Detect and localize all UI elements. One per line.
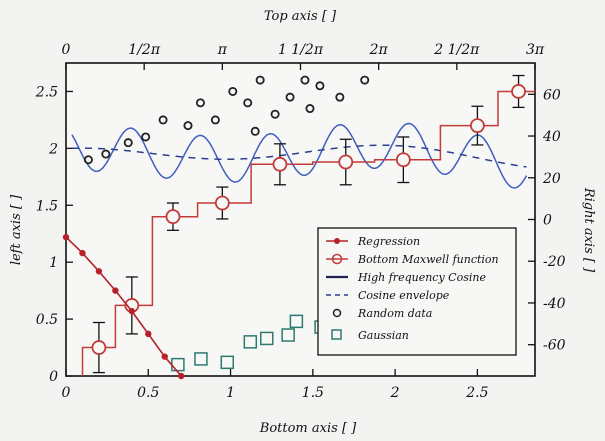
bottom-tick-label: 0.5	[137, 385, 159, 401]
maxwell-point	[165, 209, 181, 225]
random-data-point	[305, 104, 315, 114]
gaussian-point	[194, 352, 208, 366]
random-data-point	[250, 126, 260, 136]
legend-maxwell-label: Bottom Maxwell function	[357, 253, 499, 266]
gaussian-point	[220, 355, 235, 370]
left-tick-label: 2	[48, 141, 58, 157]
right-axis-title: Right axis [ ]	[581, 187, 596, 273]
random-data-point	[255, 75, 265, 85]
regression-point	[177, 372, 185, 380]
random-data-point	[300, 75, 310, 85]
right-tick-label: -60	[543, 338, 566, 354]
maxwell-point	[214, 195, 230, 211]
regression-point	[112, 287, 119, 294]
right-tick-label: 60	[543, 87, 561, 103]
high-frequency-cosine-line	[71, 122, 528, 189]
legend-box	[317, 227, 517, 356]
left-tick-label: 0	[49, 369, 58, 385]
bottom-tick-label: 2	[390, 385, 400, 401]
maxwell-point	[338, 154, 354, 170]
legend-regression-marker	[334, 238, 340, 244]
top-tick-label: 2 1/2π	[433, 42, 480, 58]
legend: Regression Bottom Maxwell function High …	[317, 227, 517, 356]
random-data-point	[141, 132, 151, 142]
random-data-point	[183, 121, 193, 131]
regression-point	[128, 307, 136, 315]
left-axis-title: left axis [ ]	[9, 194, 24, 265]
random-data-point	[123, 138, 133, 148]
random-data-point	[315, 81, 325, 91]
regression-point	[145, 330, 152, 338]
legend-gaussian-label: Gaussian	[358, 329, 409, 342]
random-data-point	[335, 92, 345, 102]
bottom-tick-label: 0	[62, 385, 71, 401]
top-tick-label: 3π	[526, 42, 545, 58]
gaussian-point	[260, 331, 274, 346]
top-tick-label: 1 1/2π	[278, 42, 324, 58]
random-data-point	[360, 75, 370, 85]
maxwell-point	[511, 84, 526, 99]
random-data-point	[285, 92, 295, 102]
right-tick-label: -20	[543, 254, 566, 270]
bottom-tick-label: 1.5	[302, 385, 324, 401]
legend-random-label: Random data	[357, 307, 432, 320]
top-tick-label: 1/2π	[128, 42, 161, 58]
gaussian-point	[281, 328, 295, 342]
left-tick-label: 1	[49, 255, 58, 271]
regression-point	[62, 233, 70, 241]
maxwell-point	[395, 152, 411, 168]
right-tick-label: 0	[543, 213, 552, 229]
legend-gaussian-marker	[331, 329, 342, 340]
cosine-envelope-line	[72, 144, 527, 168]
top-tick-label: 2π	[369, 42, 389, 58]
random-data-point	[228, 86, 238, 96]
random-data-point	[243, 98, 253, 108]
gaussian-point	[243, 335, 258, 349]
maxwell-point	[272, 156, 288, 172]
legend-random-marker	[332, 308, 342, 318]
bottom-tick-label: 2.5	[465, 385, 488, 401]
legend-envelope-label: Cosine envelope	[358, 289, 450, 302]
legend-maxwell-marker	[331, 253, 343, 265]
random-data-point	[158, 115, 168, 125]
random-data-point	[83, 155, 93, 165]
regression-point	[161, 353, 168, 360]
bottom-tick-label: 1	[226, 385, 235, 401]
random-data-point	[101, 149, 111, 159]
right-tick-label: 20	[542, 171, 561, 187]
maxwell-step-line	[81, 90, 535, 376]
right-tick-label: 40	[542, 129, 561, 145]
random-data-point	[195, 98, 205, 108]
maxwell-point	[470, 118, 485, 133]
top-axis-title: Top axis [ ]	[264, 9, 337, 24]
right-tick-label: -40	[543, 296, 566, 312]
top-tick-label: π	[217, 42, 228, 58]
bottom-axis-title: Bottom axis [ ]	[259, 421, 357, 436]
regression-point	[95, 268, 103, 275]
legend-regression-label: Regression	[357, 235, 420, 248]
random-data-point	[210, 115, 220, 125]
regression-point	[79, 249, 86, 257]
left-tick-label: 2.5	[35, 84, 58, 100]
left-tick-label: 0.5	[36, 312, 58, 328]
left-tick-label: 1.5	[36, 198, 58, 214]
regression-line	[65, 236, 182, 377]
gaussian-point	[289, 314, 304, 329]
legend-cosine-label: High frequency Cosine	[357, 271, 486, 284]
random-data-point	[270, 109, 280, 119]
maxwell-point	[91, 340, 107, 355]
top-tick-label: 0	[62, 42, 71, 58]
